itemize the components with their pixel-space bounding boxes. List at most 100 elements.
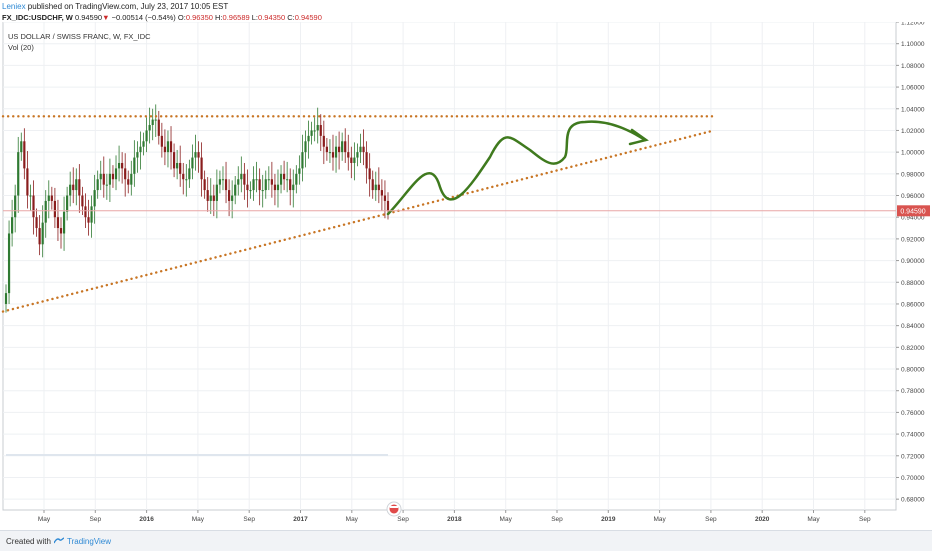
candle-body (197, 152, 200, 158)
trendlines[interactable] (1, 115, 716, 313)
candle-body (20, 141, 23, 153)
candle-body (231, 195, 234, 201)
x-tick-label: Sep (397, 516, 409, 523)
grid-lines (3, 22, 896, 510)
x-tick-label: Sep (90, 516, 102, 523)
candle-body (194, 152, 197, 158)
candle-body (139, 146, 142, 153)
candle-body (75, 179, 78, 191)
candle-body (185, 179, 188, 181)
y-tick-label: 0.82000 (901, 345, 925, 352)
candle-body (148, 125, 151, 131)
y-tick-label: 0.80000 (901, 367, 925, 374)
candle-body (365, 152, 368, 169)
x-tick-label: May (500, 516, 513, 523)
candle-body (347, 152, 350, 158)
candle-body (93, 190, 96, 207)
x-tick-label: 2020 (755, 516, 770, 523)
candle-body (81, 195, 84, 207)
created-with-label: Created with (6, 537, 51, 546)
price-chart[interactable]: 1.12000 1.10000 1.08000 1.06000 1.04000 1.020… (0, 22, 932, 530)
candle-body (359, 146, 362, 153)
candle-body (218, 179, 222, 185)
candle-body (255, 179, 258, 181)
y-tick-label: 1.00000 (901, 150, 925, 157)
candle-body (87, 217, 90, 223)
low-value: 0.94350 (258, 13, 286, 22)
candle-body (304, 141, 307, 153)
candle-body (270, 179, 273, 185)
candle-body (325, 146, 328, 153)
y-tick-label: 0.88000 (901, 280, 925, 287)
candle-body (341, 141, 344, 153)
candle-body (127, 179, 130, 185)
x-tick-label: May (807, 516, 820, 523)
y-tick-label: 1.10000 (901, 41, 925, 48)
x-tick-label: 2016 (139, 516, 154, 523)
trendline-support[interactable] (1, 129, 716, 313)
y-tick-label: 0.98000 (901, 171, 925, 178)
candle-body (111, 173, 115, 180)
candle-body (145, 130, 148, 142)
close-value: 0.94590 (294, 13, 322, 22)
candle-body (252, 179, 255, 191)
candle-body (23, 141, 26, 169)
candle-body (41, 222, 44, 245)
candle-body (163, 146, 167, 153)
flag-icon[interactable] (386, 501, 402, 517)
x-tick-label: May (192, 516, 205, 523)
x-tick-label: 2017 (293, 516, 308, 523)
candle-body (14, 195, 17, 218)
volume-indicator-label: Vol (20) (8, 43, 34, 52)
candle-body (17, 152, 20, 196)
price-change: −0.00514 (−0.54%) (111, 13, 176, 22)
forecast-arrow-path[interactable] (386, 120, 647, 216)
candle-body (313, 130, 316, 132)
candle-body (130, 173, 133, 185)
tradingview-logo-icon (54, 537, 64, 544)
candle-body (215, 184, 218, 201)
candle-body (334, 146, 338, 158)
candle-body (191, 157, 194, 169)
y-tick-label: 1.12000 (901, 22, 925, 27)
open-value: 0.96350 (185, 13, 213, 22)
candle-body (179, 162, 182, 174)
candle-body (292, 184, 295, 191)
last-price-tag (897, 205, 930, 217)
candle-body (380, 190, 383, 196)
tradingview-brand[interactable]: TradingView (67, 537, 112, 546)
candle-body (307, 135, 310, 142)
candle-body (151, 119, 154, 126)
candle-body (249, 190, 252, 192)
candle-body (66, 195, 69, 212)
close-label: C: (287, 13, 295, 22)
symbol-label: FX_IDC:USDCHF, W (2, 13, 73, 22)
candle-body (176, 162, 179, 169)
y-tick-label: 0.84000 (901, 323, 925, 330)
candle-body (264, 179, 267, 191)
x-tick-label: Sep (859, 516, 871, 523)
candle-body (11, 217, 14, 234)
x-tick-label: May (346, 516, 359, 523)
candle-body (350, 157, 353, 163)
x-tick-label: May (38, 516, 51, 523)
candle-body (240, 173, 243, 180)
candle-body (356, 152, 359, 158)
y-tick-label: 0.92000 (901, 236, 925, 243)
candle-body (209, 195, 212, 201)
y-tick-label: 0.86000 (901, 301, 925, 308)
candle-body (316, 125, 319, 131)
candle-body (105, 184, 108, 186)
y-tick-label: 1.06000 (901, 85, 925, 92)
candle-body (261, 190, 264, 192)
author-link[interactable]: Leniex (2, 2, 26, 11)
candle-body (243, 173, 246, 185)
high-label: H: (215, 13, 223, 22)
candle-body (50, 195, 53, 201)
candle-body (188, 168, 191, 180)
chart-header: Leniex published on TradingView.com, Jul… (0, 0, 932, 22)
candle-body (172, 152, 176, 169)
y-tick-label: 0.76000 (901, 410, 925, 417)
candle-body (206, 190, 209, 201)
candle-body (56, 217, 60, 229)
